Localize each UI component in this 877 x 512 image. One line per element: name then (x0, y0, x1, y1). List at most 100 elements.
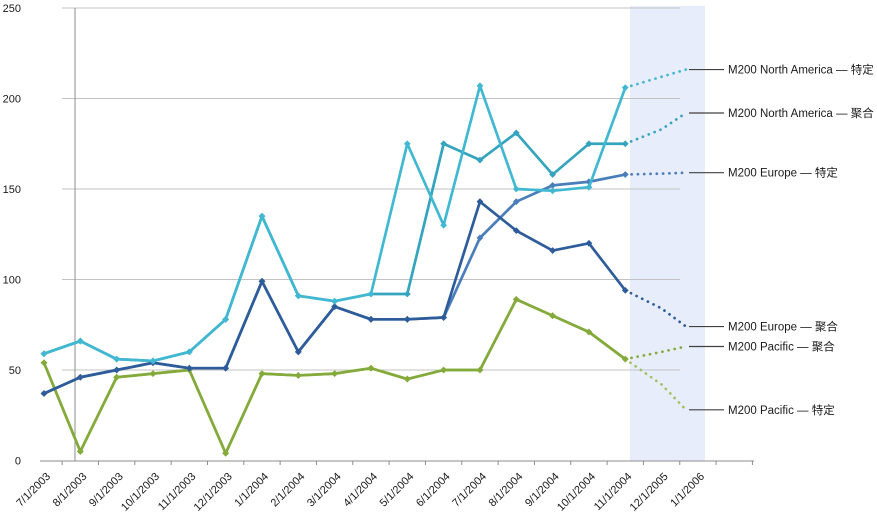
legend-label-pacific-specific: M200 Pacific — 特定 (728, 403, 835, 417)
data-point-marker (403, 315, 411, 323)
data-point-marker (476, 82, 484, 90)
x-tick-label: 6/1/2004 (414, 471, 453, 510)
data-point-marker (403, 140, 411, 148)
data-point-marker (367, 364, 375, 372)
data-point-marker (367, 315, 375, 323)
x-tick-label: 1/1/2006 (668, 471, 707, 510)
data-point-marker (258, 370, 266, 378)
y-tick-label: 100 (3, 275, 21, 287)
series-europe-aggregate-history-line (43, 200, 627, 395)
data-point-marker (549, 247, 557, 254)
y-tick-label: 0 (15, 456, 21, 468)
legend-label-europe-aggregate: M200 Europe — 聚合 (728, 320, 838, 334)
series-europe-aggregate-markers (40, 198, 629, 397)
data-point-marker (222, 315, 230, 323)
y-axis-labels: 0 50 100 150 200 250 (3, 3, 21, 468)
x-axis-labels: 7/1/20038/1/20039/1/200310/1/200311/1/20… (14, 471, 707, 512)
y-tick-label: 50 (9, 365, 21, 377)
data-point-marker (331, 303, 339, 311)
series-europe-specific (40, 171, 688, 397)
data-point-marker (258, 212, 266, 220)
data-point-marker (113, 366, 121, 374)
legend-label-europe-specific: M200 Europe — 特定 (728, 166, 838, 180)
series-europe-aggregate (40, 198, 688, 397)
x-tick-label: 5/1/2004 (378, 471, 417, 510)
data-point-marker (585, 183, 593, 191)
x-tick-label: 10/1/2003 (119, 471, 162, 512)
series-north-america-specific-forecast-dotted-line (623, 68, 688, 89)
data-point-marker (185, 348, 193, 356)
data-point-marker (294, 292, 302, 300)
data-point-marker (331, 297, 339, 305)
data-point-marker (76, 373, 84, 381)
data-point-marker (549, 171, 557, 178)
series-north-america-specific-markers (40, 82, 629, 365)
data-point-marker (40, 350, 48, 358)
data-point-marker (403, 290, 411, 298)
legend-label-north-america-specific: M200 North America — 特定 (728, 63, 874, 77)
data-point-marker (512, 296, 520, 303)
data-point-marker (367, 290, 375, 298)
data-point-marker (331, 370, 339, 378)
data-point-marker (476, 366, 484, 374)
data-point-marker (40, 359, 48, 367)
data-point-marker (476, 156, 484, 164)
data-point-marker (440, 221, 448, 229)
y-tick-label: 200 (3, 94, 21, 106)
data-point-marker (476, 234, 484, 242)
y-tick-label: 150 (3, 184, 21, 196)
series-north-america-aggregate-history-line (43, 131, 626, 363)
x-tick-label: 8/1/2003 (51, 471, 90, 510)
data-point-marker (512, 185, 520, 193)
data-point-marker (76, 448, 84, 455)
data-point-marker (222, 449, 230, 457)
gridlines (62, 7, 680, 371)
series-europe-specific-markers (40, 171, 629, 397)
data-point-marker (294, 348, 302, 356)
data-point-marker (113, 373, 121, 381)
data-point-marker (403, 375, 411, 383)
x-tick-label: 7/1/2004 (450, 471, 489, 510)
series-pacific-specific-forecast-dotted-line (623, 357, 688, 412)
x-tick-label: 4/1/2004 (341, 471, 380, 510)
data-point-marker (549, 181, 557, 189)
series-europe-aggregate-forecast-dotted-line (623, 289, 688, 328)
y-tick-label: 250 (3, 3, 21, 15)
data-point-marker (294, 372, 302, 379)
data-point-marker (149, 370, 157, 378)
data-point-marker (113, 355, 121, 363)
data-point-marker (222, 364, 230, 372)
series-pacific-aggregate-forecast-dotted-line (623, 345, 688, 361)
data-point-marker (476, 198, 484, 206)
series-pacific-aggregate (40, 296, 688, 457)
series-europe-specific-forecast-dotted-line (623, 171, 688, 176)
x-tick-label: 2/1/2004 (269, 471, 308, 510)
x-tick-label: 1/1/2004 (232, 471, 271, 510)
data-point-marker (549, 187, 557, 195)
x-tick-label: 7/1/2003 (14, 471, 53, 510)
data-point-marker (76, 337, 84, 345)
series-north-america-aggregate-markers (40, 129, 629, 365)
axes (40, 8, 754, 465)
data-point-marker (512, 129, 520, 137)
x-tick-label: 8/1/2004 (487, 471, 526, 510)
data-point-marker (621, 140, 629, 148)
series-north-america-specific (40, 68, 688, 365)
data-point-marker (585, 239, 593, 247)
data-point-marker (440, 140, 448, 148)
legend-label-pacific-aggregate: M200 Pacific — 聚合 (728, 339, 835, 353)
data-point-marker (585, 140, 593, 148)
series-north-america-specific-history-line (43, 84, 627, 363)
data-point-marker (512, 227, 520, 235)
data-point-marker (585, 328, 593, 336)
data-point-marker (185, 364, 193, 372)
x-tick-label: 12/1/2005 (628, 471, 671, 512)
data-point-marker (149, 357, 157, 365)
x-tick-label: 12/1/2003 (192, 471, 235, 512)
x-tick-label: 3/1/2004 (305, 471, 344, 510)
series-pacific-aggregate-markers (40, 296, 629, 457)
data-point-marker (549, 312, 557, 320)
series-north-america-aggregate (40, 111, 688, 365)
